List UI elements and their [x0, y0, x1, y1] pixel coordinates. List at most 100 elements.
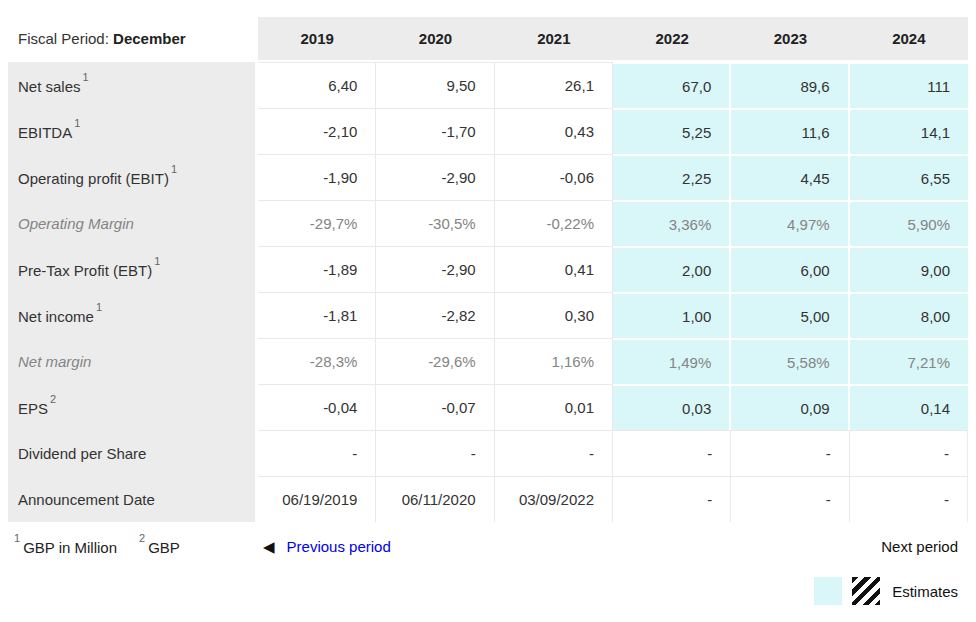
year-header-2023: 2023 [731, 17, 849, 62]
fiscal-period-header: Fiscal Period: December [8, 17, 258, 62]
footnote-ref: 1 [74, 117, 80, 129]
year-header-2022: 2022 [613, 17, 731, 62]
estimate-value-cell: 5,90% [850, 200, 968, 246]
value-cell: -30,5% [376, 200, 494, 246]
value-cell: -2,82 [376, 292, 494, 338]
estimate-value-cell: 1,49% [613, 338, 731, 384]
table-header-row: Fiscal Period: December 2019 2020 2021 2… [8, 17, 968, 62]
fiscal-period-value: December [113, 30, 186, 47]
row-label: Net sales1 [8, 62, 258, 108]
value-cell: -0,04 [258, 384, 376, 430]
year-header-2021: 2021 [495, 17, 613, 62]
table-row: EBITDA1-2,10-1,700,435,2511,614,1 [8, 108, 968, 154]
estimate-value-cell: 9,00 [850, 246, 968, 292]
value-cell: 6,40 [258, 62, 376, 108]
value-cell: 0,01 [495, 384, 613, 430]
value-cell: 1,16% [495, 338, 613, 384]
row-label: Net margin [8, 338, 258, 384]
footnote-1-text: GBP in Million [23, 539, 117, 556]
table-footer: 1GBP in Million2GBP ◀ Previous period Ne… [8, 531, 968, 561]
row-label: Pre-Tax Profit (EBT)1 [8, 246, 258, 292]
year-header-2024: 2024 [850, 17, 968, 62]
estimates-legend: Estimates [8, 577, 968, 605]
row-label: Operating Margin [8, 200, 258, 246]
value-cell: -1,81 [258, 292, 376, 338]
value-cell: - [731, 430, 849, 476]
value-cell: -2,90 [376, 246, 494, 292]
table-row: EPS2-0,04-0,070,010,030,090,14 [8, 384, 968, 430]
value-cell: -1,89 [258, 246, 376, 292]
value-cell: 0,30 [495, 292, 613, 338]
footnote-2-text: GBP [148, 539, 180, 556]
table-row: Net margin-28,3%-29,6%1,16%1,49%5,58%7,2… [8, 338, 968, 384]
value-cell: 26,1 [495, 62, 613, 108]
footnote-ref: 1 [171, 163, 177, 175]
row-label: EPS2 [8, 384, 258, 430]
footnote-ref: 1 [96, 301, 102, 313]
estimate-value-cell: 4,45 [731, 154, 849, 200]
financials-table: Fiscal Period: December 2019 2020 2021 2… [8, 17, 968, 522]
value-cell: -1,70 [376, 108, 494, 154]
table-row: Pre-Tax Profit (EBT)1-1,89-2,900,412,006… [8, 246, 968, 292]
estimate-value-cell: 4,97% [731, 200, 849, 246]
estimate-value-cell: 5,58% [731, 338, 849, 384]
footnotes: 1GBP in Million2GBP [8, 537, 258, 556]
table-row: Net income1-1,81-2,820,301,005,008,00 [8, 292, 968, 338]
value-cell: 9,50 [376, 62, 494, 108]
value-cell: - [495, 430, 613, 476]
estimate-value-cell: 89,6 [731, 62, 849, 108]
footnote-1-sup: 1 [14, 532, 20, 544]
estimate-value-cell: 5,00 [731, 292, 849, 338]
value-cell: -1,90 [258, 154, 376, 200]
value-cell: - [613, 476, 731, 522]
value-cell: -2,90 [376, 154, 494, 200]
value-cell: 0,43 [495, 108, 613, 154]
footnote-ref: 2 [50, 393, 56, 405]
table-row: Operating profit (EBIT)1-1,90-2,90-0,062… [8, 154, 968, 200]
estimates-label: Estimates [892, 583, 958, 600]
table-row: Operating Margin-29,7%-30,5%-0,22%3,36%4… [8, 200, 968, 246]
fiscal-period-label: Fiscal Period: [18, 30, 109, 47]
estimate-value-cell: 111 [850, 62, 968, 108]
table-row: Net sales16,409,5026,167,089,6111 [8, 62, 968, 108]
estimate-value-cell: 0,03 [613, 384, 731, 430]
previous-period-link[interactable]: ◀ Previous period [263, 538, 391, 555]
row-label: Operating profit (EBIT)1 [8, 154, 258, 200]
estimate-value-cell: 1,00 [613, 292, 731, 338]
row-label: Announcement Date [8, 476, 258, 522]
estimate-value-cell: 0,09 [731, 384, 849, 430]
estimate-value-cell: 0,14 [850, 384, 968, 430]
estimate-hatch-swatch [852, 577, 880, 605]
value-cell: - [258, 430, 376, 476]
value-cell: - [613, 430, 731, 476]
table-row: Dividend per Share------ [8, 430, 968, 476]
row-label: Net income1 [8, 292, 258, 338]
value-cell: 0,41 [495, 246, 613, 292]
value-cell: -0,07 [376, 384, 494, 430]
estimate-value-cell: 6,55 [850, 154, 968, 200]
next-period-link[interactable]: Next period [881, 538, 968, 555]
estimate-value-cell: 3,36% [613, 200, 731, 246]
estimate-value-cell: 7,21% [850, 338, 968, 384]
footnote-ref: 1 [154, 255, 160, 267]
estimate-value-cell: 14,1 [850, 108, 968, 154]
value-cell: - [850, 430, 968, 476]
value-cell: -0,22% [495, 200, 613, 246]
row-label: Dividend per Share [8, 430, 258, 476]
estimate-value-cell: 2,25 [613, 154, 731, 200]
value-cell: 06/19/2019 [258, 476, 376, 522]
value-cell: -0,06 [495, 154, 613, 200]
value-cell: -29,7% [258, 200, 376, 246]
estimate-value-cell: 67,0 [613, 62, 731, 108]
value-cell: - [850, 476, 968, 522]
previous-arrow-icon: ◀ [263, 539, 275, 554]
financials-page: Fiscal Period: December 2019 2020 2021 2… [0, 0, 976, 622]
estimate-value-cell: 5,25 [613, 108, 731, 154]
estimate-value-cell: 2,00 [613, 246, 731, 292]
value-cell: 03/09/2022 [495, 476, 613, 522]
value-cell: - [376, 430, 494, 476]
value-cell: - [731, 476, 849, 522]
year-header-2019: 2019 [258, 17, 376, 62]
previous-period-label: Previous period [287, 538, 391, 555]
value-cell: 06/11/2020 [376, 476, 494, 522]
